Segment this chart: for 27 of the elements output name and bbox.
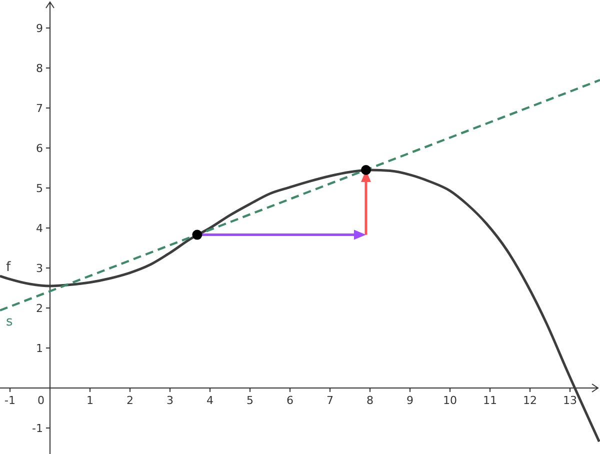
x-tick-label: 11	[483, 394, 497, 407]
x-tick-label: 0	[38, 394, 44, 407]
x-tick-label: 2	[126, 394, 134, 407]
x-tick-label: 4	[206, 394, 214, 407]
y-tick-label: 5	[36, 182, 43, 195]
y-tick-label: -1	[32, 422, 43, 435]
x-tick-label: 13	[563, 394, 577, 407]
series-label: f	[6, 260, 11, 275]
x-tick-label: 1	[86, 394, 94, 407]
y-tick-label: 8	[36, 62, 43, 75]
y-tick-label: 3	[36, 262, 43, 275]
x-tick-label: 10	[443, 394, 457, 407]
y-tick-label: 2	[36, 302, 43, 315]
y-tick-label: 7	[36, 102, 43, 115]
x-tick-label: 9	[406, 394, 414, 407]
x-tick-label: -1	[4, 394, 16, 407]
x-tick-label: 8	[366, 394, 374, 407]
x-tick-label: 7	[326, 394, 334, 407]
x-tick-label: 6	[286, 394, 294, 407]
x-tick-label: 3	[166, 394, 174, 407]
y-tick-label: 9	[36, 22, 43, 35]
series-label: s	[6, 314, 13, 330]
x-tick-label: 12	[523, 394, 537, 407]
y-tick-label: 1	[36, 342, 43, 355]
x-tick-label: 5	[246, 394, 254, 407]
y-tick-label: 6	[36, 142, 43, 155]
y-tick-label: 4	[36, 222, 43, 235]
